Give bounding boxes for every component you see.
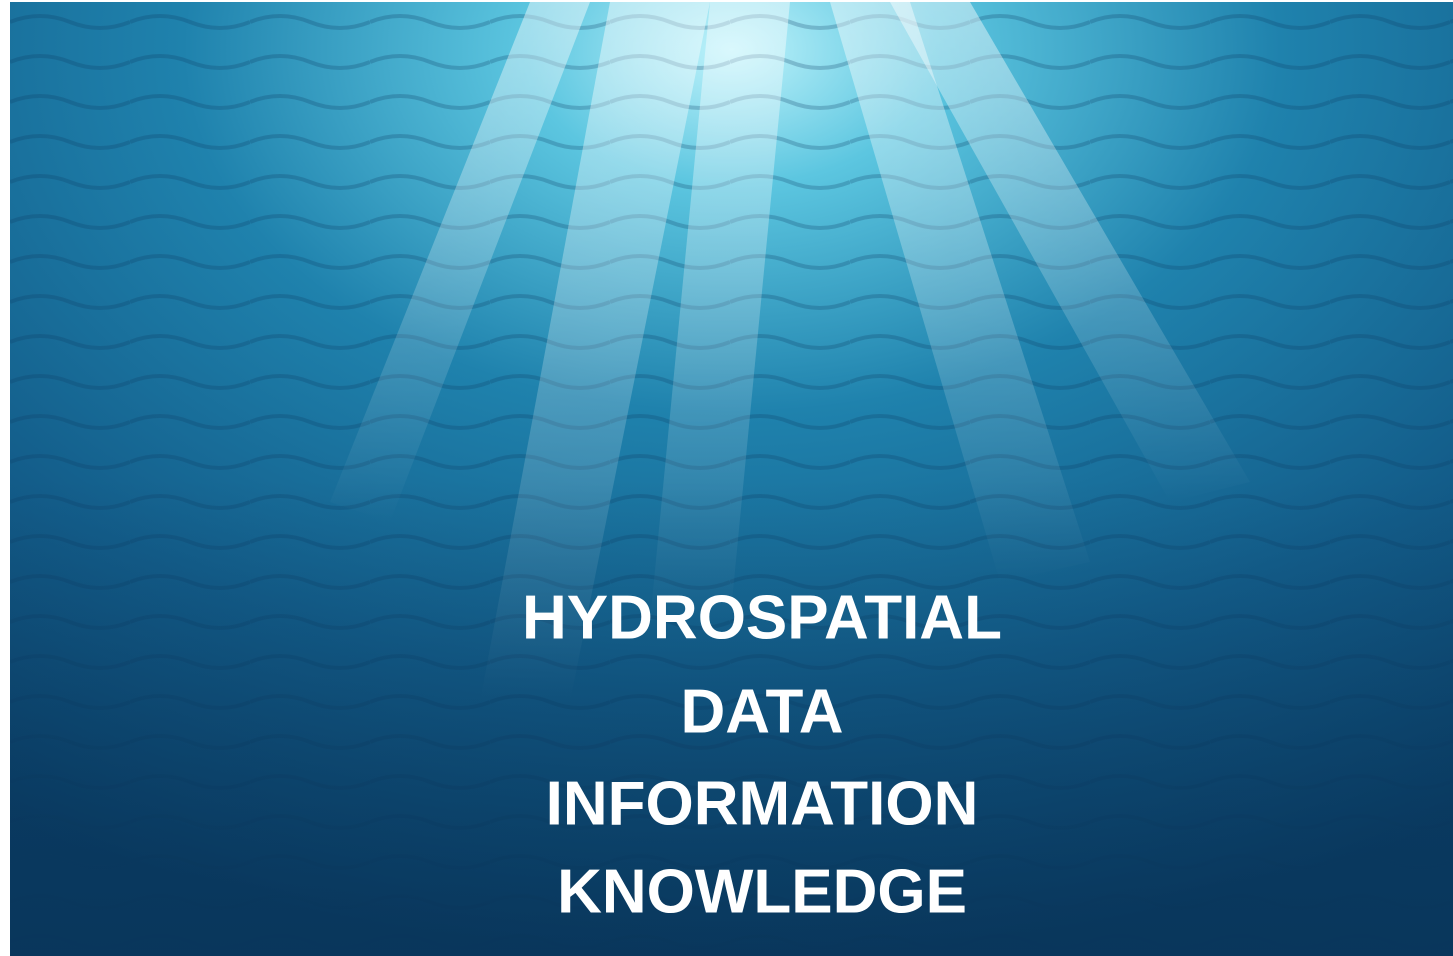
headline-line: HYDROSPATIAL — [522, 583, 1002, 652]
headline-line: DATA — [681, 677, 844, 746]
headline-line: KNOWLEDGE — [557, 857, 967, 926]
page: HYDROSPATIAL DATA INFORMATION KNOWLEDGE … — [0, 0, 1453, 956]
underwater-scene: HYDROSPATIAL DATA INFORMATION KNOWLEDGE — [10, 2, 1453, 956]
headline-line: INFORMATION — [546, 769, 979, 838]
